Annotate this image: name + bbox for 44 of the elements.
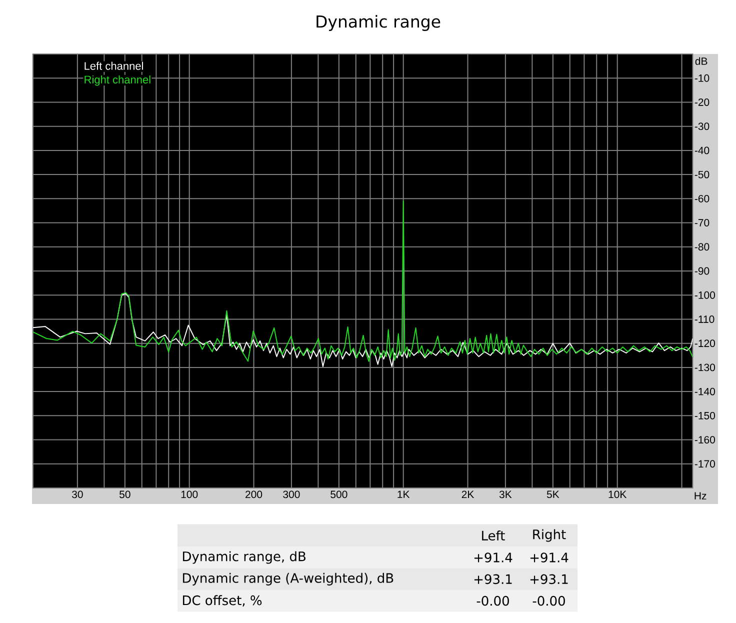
text: +91.4: [530, 552, 568, 562]
y-tick-label: -40: [694, 146, 710, 154]
y-tick-label: -20: [694, 98, 710, 106]
y-tick-label: -80: [694, 243, 710, 251]
y-tick-label: -130: [694, 364, 716, 372]
text: Dynamic range, dB: [182, 551, 306, 564]
text: Dynamic range (A-weighted), dB: [182, 572, 394, 586]
y-tick-label: -170: [694, 460, 716, 468]
text: +93.1: [530, 574, 568, 584]
x-tick-label: 200: [246, 490, 262, 498]
y-tick-label: -30: [694, 122, 710, 130]
y-tick-label: -110: [694, 316, 714, 323]
x-tick-label: 50: [120, 490, 130, 498]
y-tick-label: -160: [694, 436, 716, 444]
y-tick-label: -90: [694, 267, 710, 275]
y-tick-label: -100: [694, 291, 716, 299]
text: DC offset, %: [182, 595, 262, 607]
x-tick-label: 2K: [462, 490, 474, 498]
x-tick-label: 100: [181, 490, 198, 498]
x-tick-label: 1K: [398, 490, 410, 498]
y-tick-label: -60: [694, 194, 710, 202]
y-tick-label: -10: [694, 74, 710, 82]
x-tick-label: 300: [283, 490, 300, 498]
x-axis-title: Hz: [694, 492, 706, 500]
text: Right: [533, 529, 566, 542]
x-tick-label: 10K: [608, 490, 627, 498]
y-axis-title: dB: [695, 57, 708, 65]
text: Right channel: [84, 75, 150, 86]
chart-title: Dynamic range: [316, 15, 440, 31]
y-tick-label: -120: [694, 340, 716, 348]
y-tick-label: -50: [694, 170, 710, 178]
text: -0.00: [532, 596, 565, 606]
y-tick-label: -150: [694, 412, 716, 420]
y-tick-label: -70: [694, 219, 710, 226]
text: -0.00: [476, 596, 509, 606]
y-tick-label: -140: [694, 388, 716, 396]
text: +93.1: [474, 574, 512, 584]
x-tick-label: 500: [330, 490, 348, 498]
x-tick-label: 3K: [499, 490, 512, 498]
text: +91.4: [474, 552, 512, 562]
text: Left channel: [84, 62, 143, 70]
x-tick-label: 30: [72, 490, 83, 498]
text: Left: [482, 530, 505, 541]
x-tick-label: 5K: [546, 490, 560, 498]
